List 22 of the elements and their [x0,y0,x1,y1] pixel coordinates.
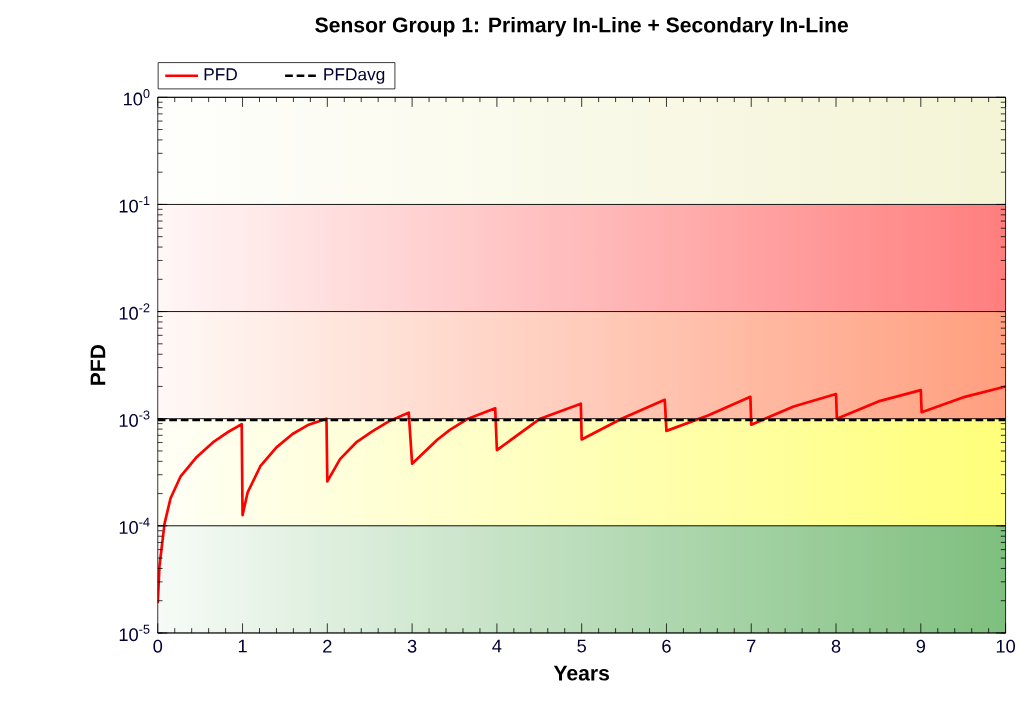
x-tick-label: 6 [662,639,671,653]
y-tick-label: 10$^{-2}$ [119,303,150,320]
legend-label: PFDavg [324,68,385,84]
x-tick-label: 0 [153,639,163,653]
x-tick-label: 3 [407,639,417,653]
chart-title: Sensor Group 1: Primary In-Line + Secondary In-Line [315,17,848,37]
x-tick-label: 5 [577,639,586,653]
y-tick-label: 10$^{-5}$ [119,624,150,642]
y-tick-label: 10$^{-1}$ [119,196,150,213]
legend-label: PFD [204,68,237,81]
x-tick-label: 7 [747,639,756,653]
x-tick-label: 10 [996,639,1016,653]
y-axis-title: PFD [90,344,106,385]
x-tick-label: 1 [238,639,247,653]
y-tick-label: 10$^{-4}$ [119,517,150,535]
x-tick-label: 4 [492,639,502,653]
x-tick-label: 9 [916,639,925,653]
x-axis-title: Years [553,665,609,681]
y-tick-label: 10$^{-3}$ [119,410,150,427]
y-tick-label: 10$^{0}$ [124,89,150,106]
x-tick-label: 8 [831,639,841,653]
x-tick-label: 2 [323,639,332,653]
